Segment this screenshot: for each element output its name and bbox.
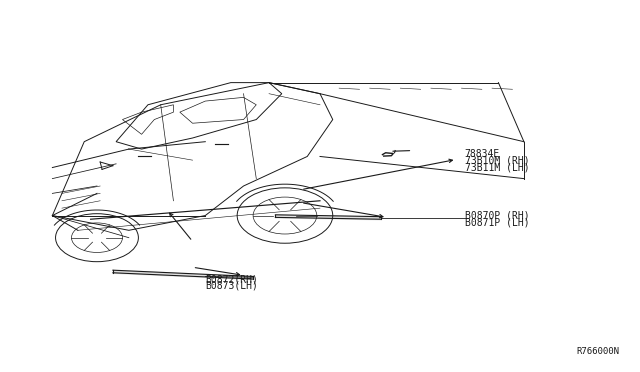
Text: 73B11M (LH): 73B11M (LH) — [465, 163, 529, 173]
Text: B0870P (RH): B0870P (RH) — [465, 211, 529, 221]
Text: R766000N: R766000N — [577, 347, 620, 356]
Text: 78834E: 78834E — [465, 148, 500, 158]
Text: 73B10M (RH): 73B10M (RH) — [465, 156, 529, 166]
Text: B0873(LH): B0873(LH) — [205, 281, 258, 291]
Text: B0871P (LH): B0871P (LH) — [465, 217, 529, 227]
Text: B0872(RH): B0872(RH) — [205, 274, 258, 284]
